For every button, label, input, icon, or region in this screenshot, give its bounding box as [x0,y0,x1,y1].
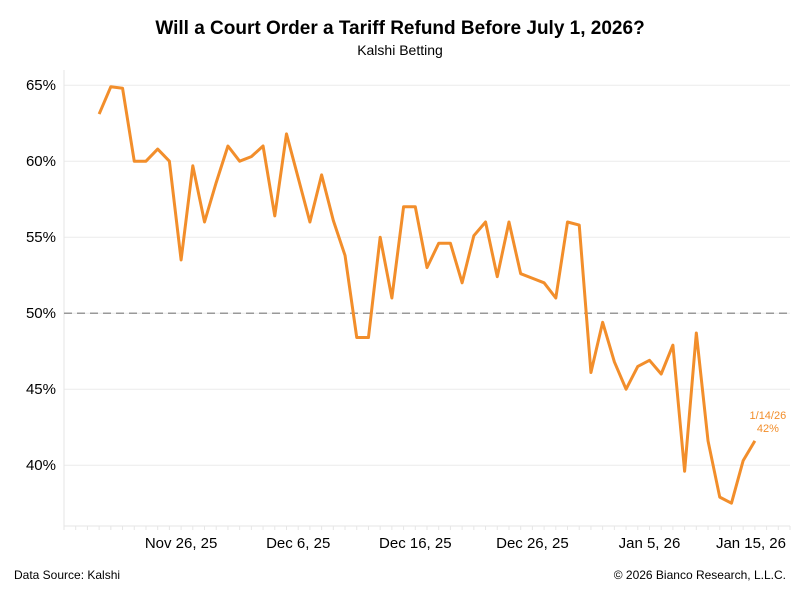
chart-title: Will a Court Order a Tariff Refund Befor… [155,18,645,39]
y-tick-label: 60% [26,153,56,170]
annotation-date: 1/14/26 [750,410,787,422]
series-line [97,85,757,505]
data-source: Data Source: Kalshi [14,568,121,582]
x-tick-label: Nov 26, 25 [145,535,218,552]
y-tick-label: 50% [26,305,56,322]
y-tick-label: 45% [26,381,56,398]
x-tick-label: Dec 16, 25 [379,535,452,552]
annotation-value: 42% [757,423,779,435]
x-tick-label: Jan 5, 26 [619,535,681,552]
y-tick-label: 55% [26,229,56,246]
y-tick-label: 65% [26,77,56,94]
copyright: © 2026 Bianco Research, L.L.C. [613,568,786,582]
x-tick-label: Dec 6, 25 [266,535,330,552]
x-tick-label: Jan 15, 26 [716,535,786,552]
x-tick-label: Dec 26, 25 [496,535,569,552]
chart-subtitle: Kalshi Betting [357,42,443,58]
y-tick-label: 40% [26,457,56,474]
